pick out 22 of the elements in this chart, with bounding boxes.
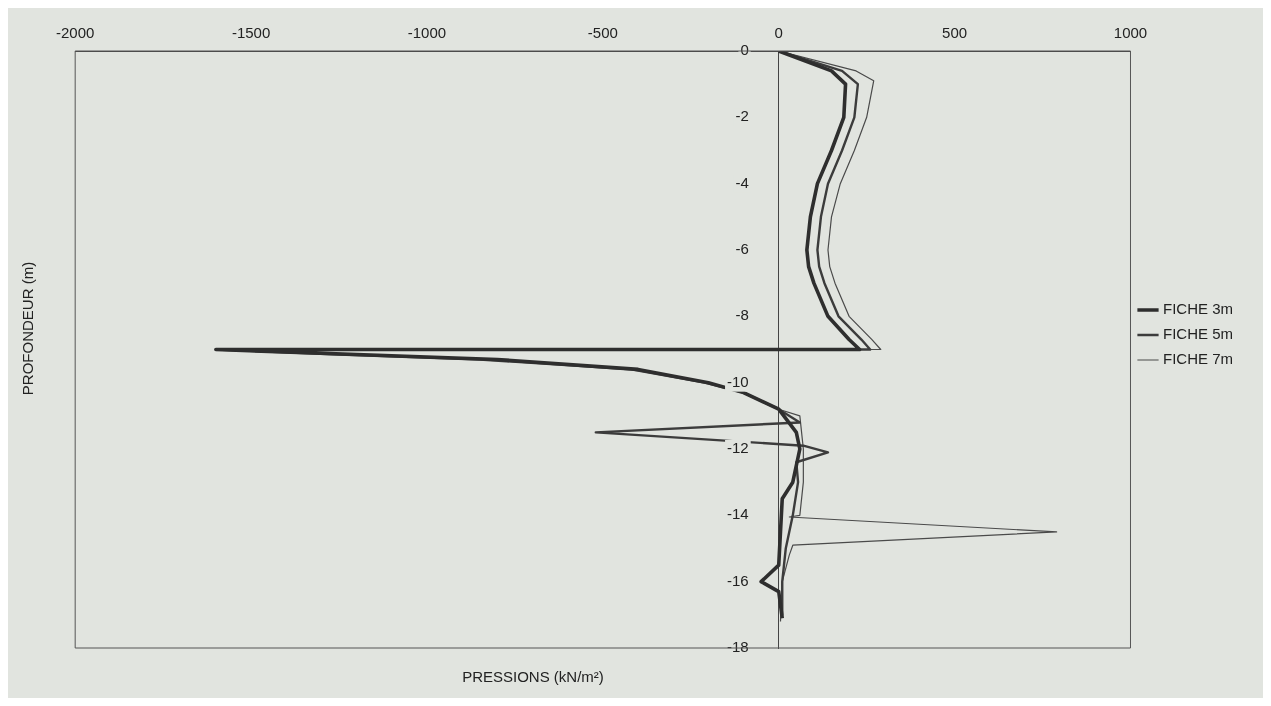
legend-label: FICHE 3m (1163, 300, 1234, 318)
legend-label: FICHE 5m (1163, 325, 1234, 343)
y-tick-label: -12 (727, 439, 749, 457)
x-tick-label: -2000 (55, 24, 95, 42)
y-axis-title: PROFONDEUR (m) (19, 261, 37, 395)
x-tick-label: 0 (774, 24, 783, 42)
y-tick-label: -14 (727, 505, 749, 523)
y-tick-label: -18 (727, 638, 749, 656)
x-axis-title: PRESSIONS (kN/m²) (461, 668, 605, 685)
y-tick-label: -16 (727, 571, 749, 589)
x-tick-label: 1000 (1113, 24, 1148, 42)
y-tick-label: -4 (735, 173, 749, 191)
x-tick-label: -500 (587, 24, 618, 42)
legend-label: FICHE 7m (1163, 350, 1234, 368)
y-tick-label: 0 (740, 41, 749, 59)
x-tick-label: -1500 (231, 24, 271, 42)
x-tick-label: -1000 (407, 24, 447, 42)
x-tick-label: 500 (942, 24, 968, 42)
y-tick-label: -6 (735, 240, 749, 258)
y-tick-label: -10 (727, 372, 749, 390)
y-tick-label: -8 (735, 306, 749, 324)
y-tick-label: -2 (735, 107, 749, 125)
